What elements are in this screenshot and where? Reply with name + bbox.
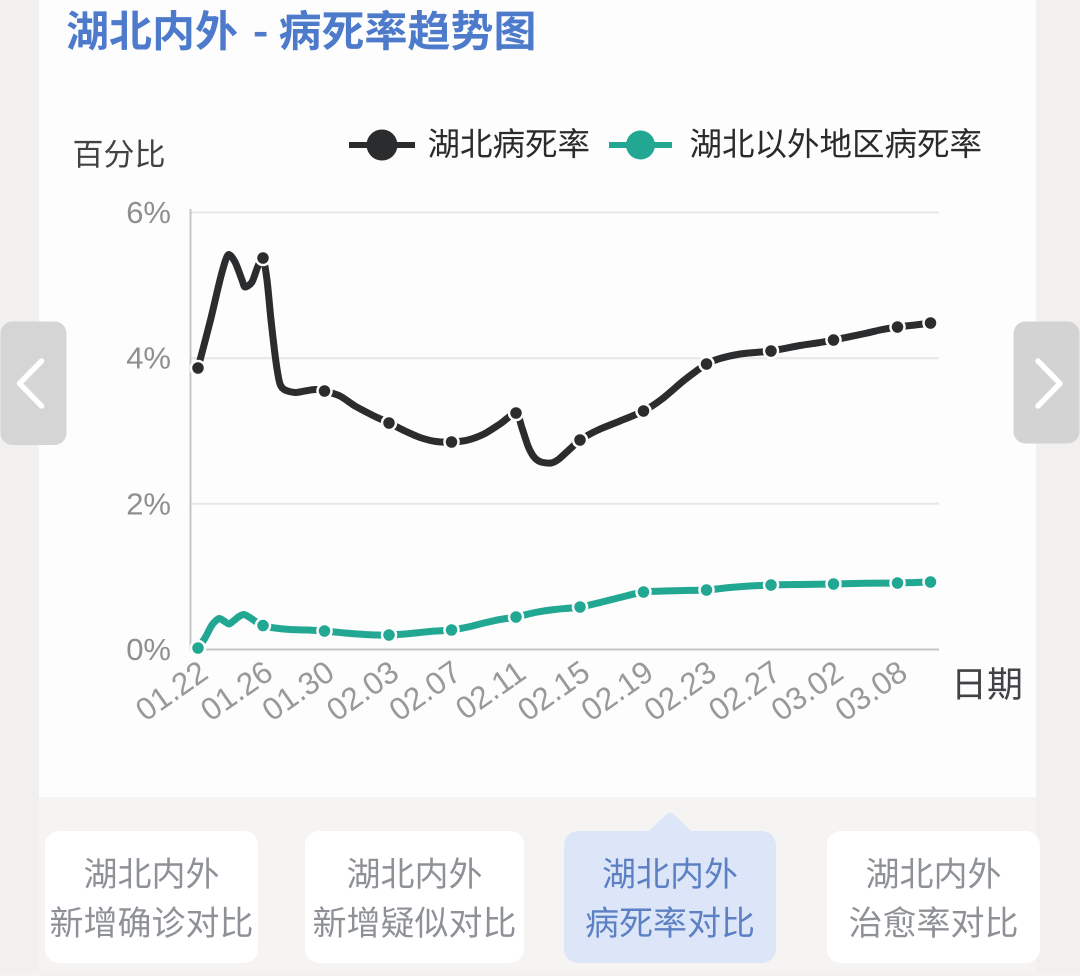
svg-text:4%: 4% xyxy=(126,341,171,376)
svg-text:0%: 0% xyxy=(126,632,171,667)
svg-text:2%: 2% xyxy=(126,486,171,521)
svg-text:6%: 6% xyxy=(126,195,171,230)
